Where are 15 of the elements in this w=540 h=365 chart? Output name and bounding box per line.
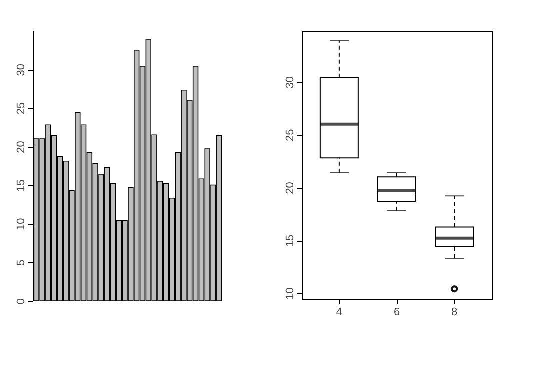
x-tick-label: 4 — [336, 306, 342, 318]
y-tick-label: 20 — [16, 141, 28, 154]
y-tick-label: 0 — [16, 298, 28, 305]
y-tick-label: 10 — [16, 218, 28, 230]
y-tick-label: 5 — [16, 260, 28, 266]
y-tick-label: 30 — [284, 76, 296, 89]
y-tick-label: 20 — [284, 182, 296, 194]
y-tick-label: 30 — [16, 64, 28, 76]
y-tick-label: 25 — [16, 102, 28, 115]
x-tick-label: 8 — [452, 306, 458, 318]
y-tick-label: 15 — [284, 234, 296, 248]
x-tick-label: 6 — [394, 306, 400, 318]
y-tick-label: 10 — [284, 288, 296, 300]
y-tick-label: 15 — [16, 180, 28, 192]
y-tick-label: 25 — [284, 129, 296, 142]
